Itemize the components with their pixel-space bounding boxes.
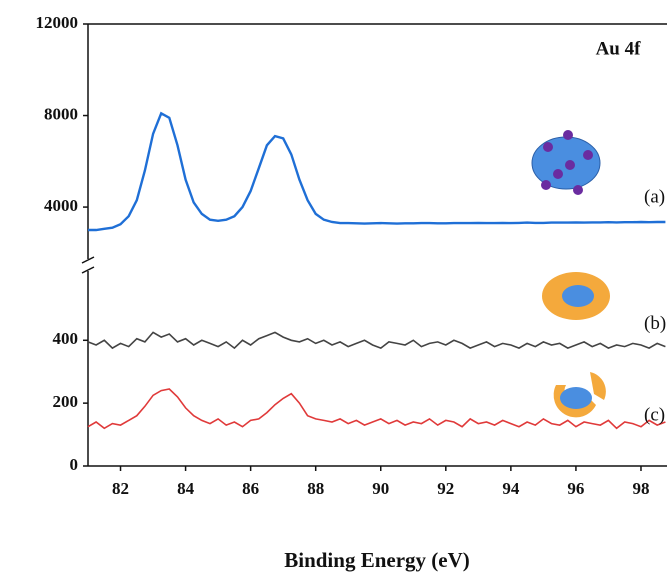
icon-c [553, 372, 606, 418]
annotation: Au 4f [596, 38, 642, 59]
x-tick-label: 96 [567, 479, 584, 498]
icon-a [531, 130, 601, 195]
series-line [87, 331, 666, 350]
y-tick-label: 400 [53, 329, 79, 348]
y-tick-label: 0 [70, 455, 79, 474]
y-tick-label: 12000 [36, 13, 79, 32]
series-label: (a) [644, 186, 665, 207]
x-tick-label: 94 [502, 479, 520, 498]
series-label: (b) [644, 313, 666, 334]
series-line [88, 111, 666, 232]
series-label: (c) [644, 404, 665, 425]
series-line [87, 388, 666, 430]
axis-frame [81, 23, 667, 467]
y-tick-label: 4000 [44, 196, 78, 215]
icon-b [542, 272, 610, 320]
y-tick-label: 8000 [44, 104, 78, 123]
y-tick-label: 200 [53, 392, 79, 411]
x-tick-label: 84 [177, 479, 195, 498]
x-tick-label: 92 [437, 479, 454, 498]
x-tick-label: 98 [632, 479, 649, 498]
x-tick-label: 88 [307, 479, 324, 498]
x-tick-label: 82 [112, 479, 129, 498]
x-axis-label: Binding Energy (eV) [284, 548, 470, 572]
x-tick-label: 90 [372, 479, 389, 498]
x-tick-label: 86 [242, 479, 259, 498]
